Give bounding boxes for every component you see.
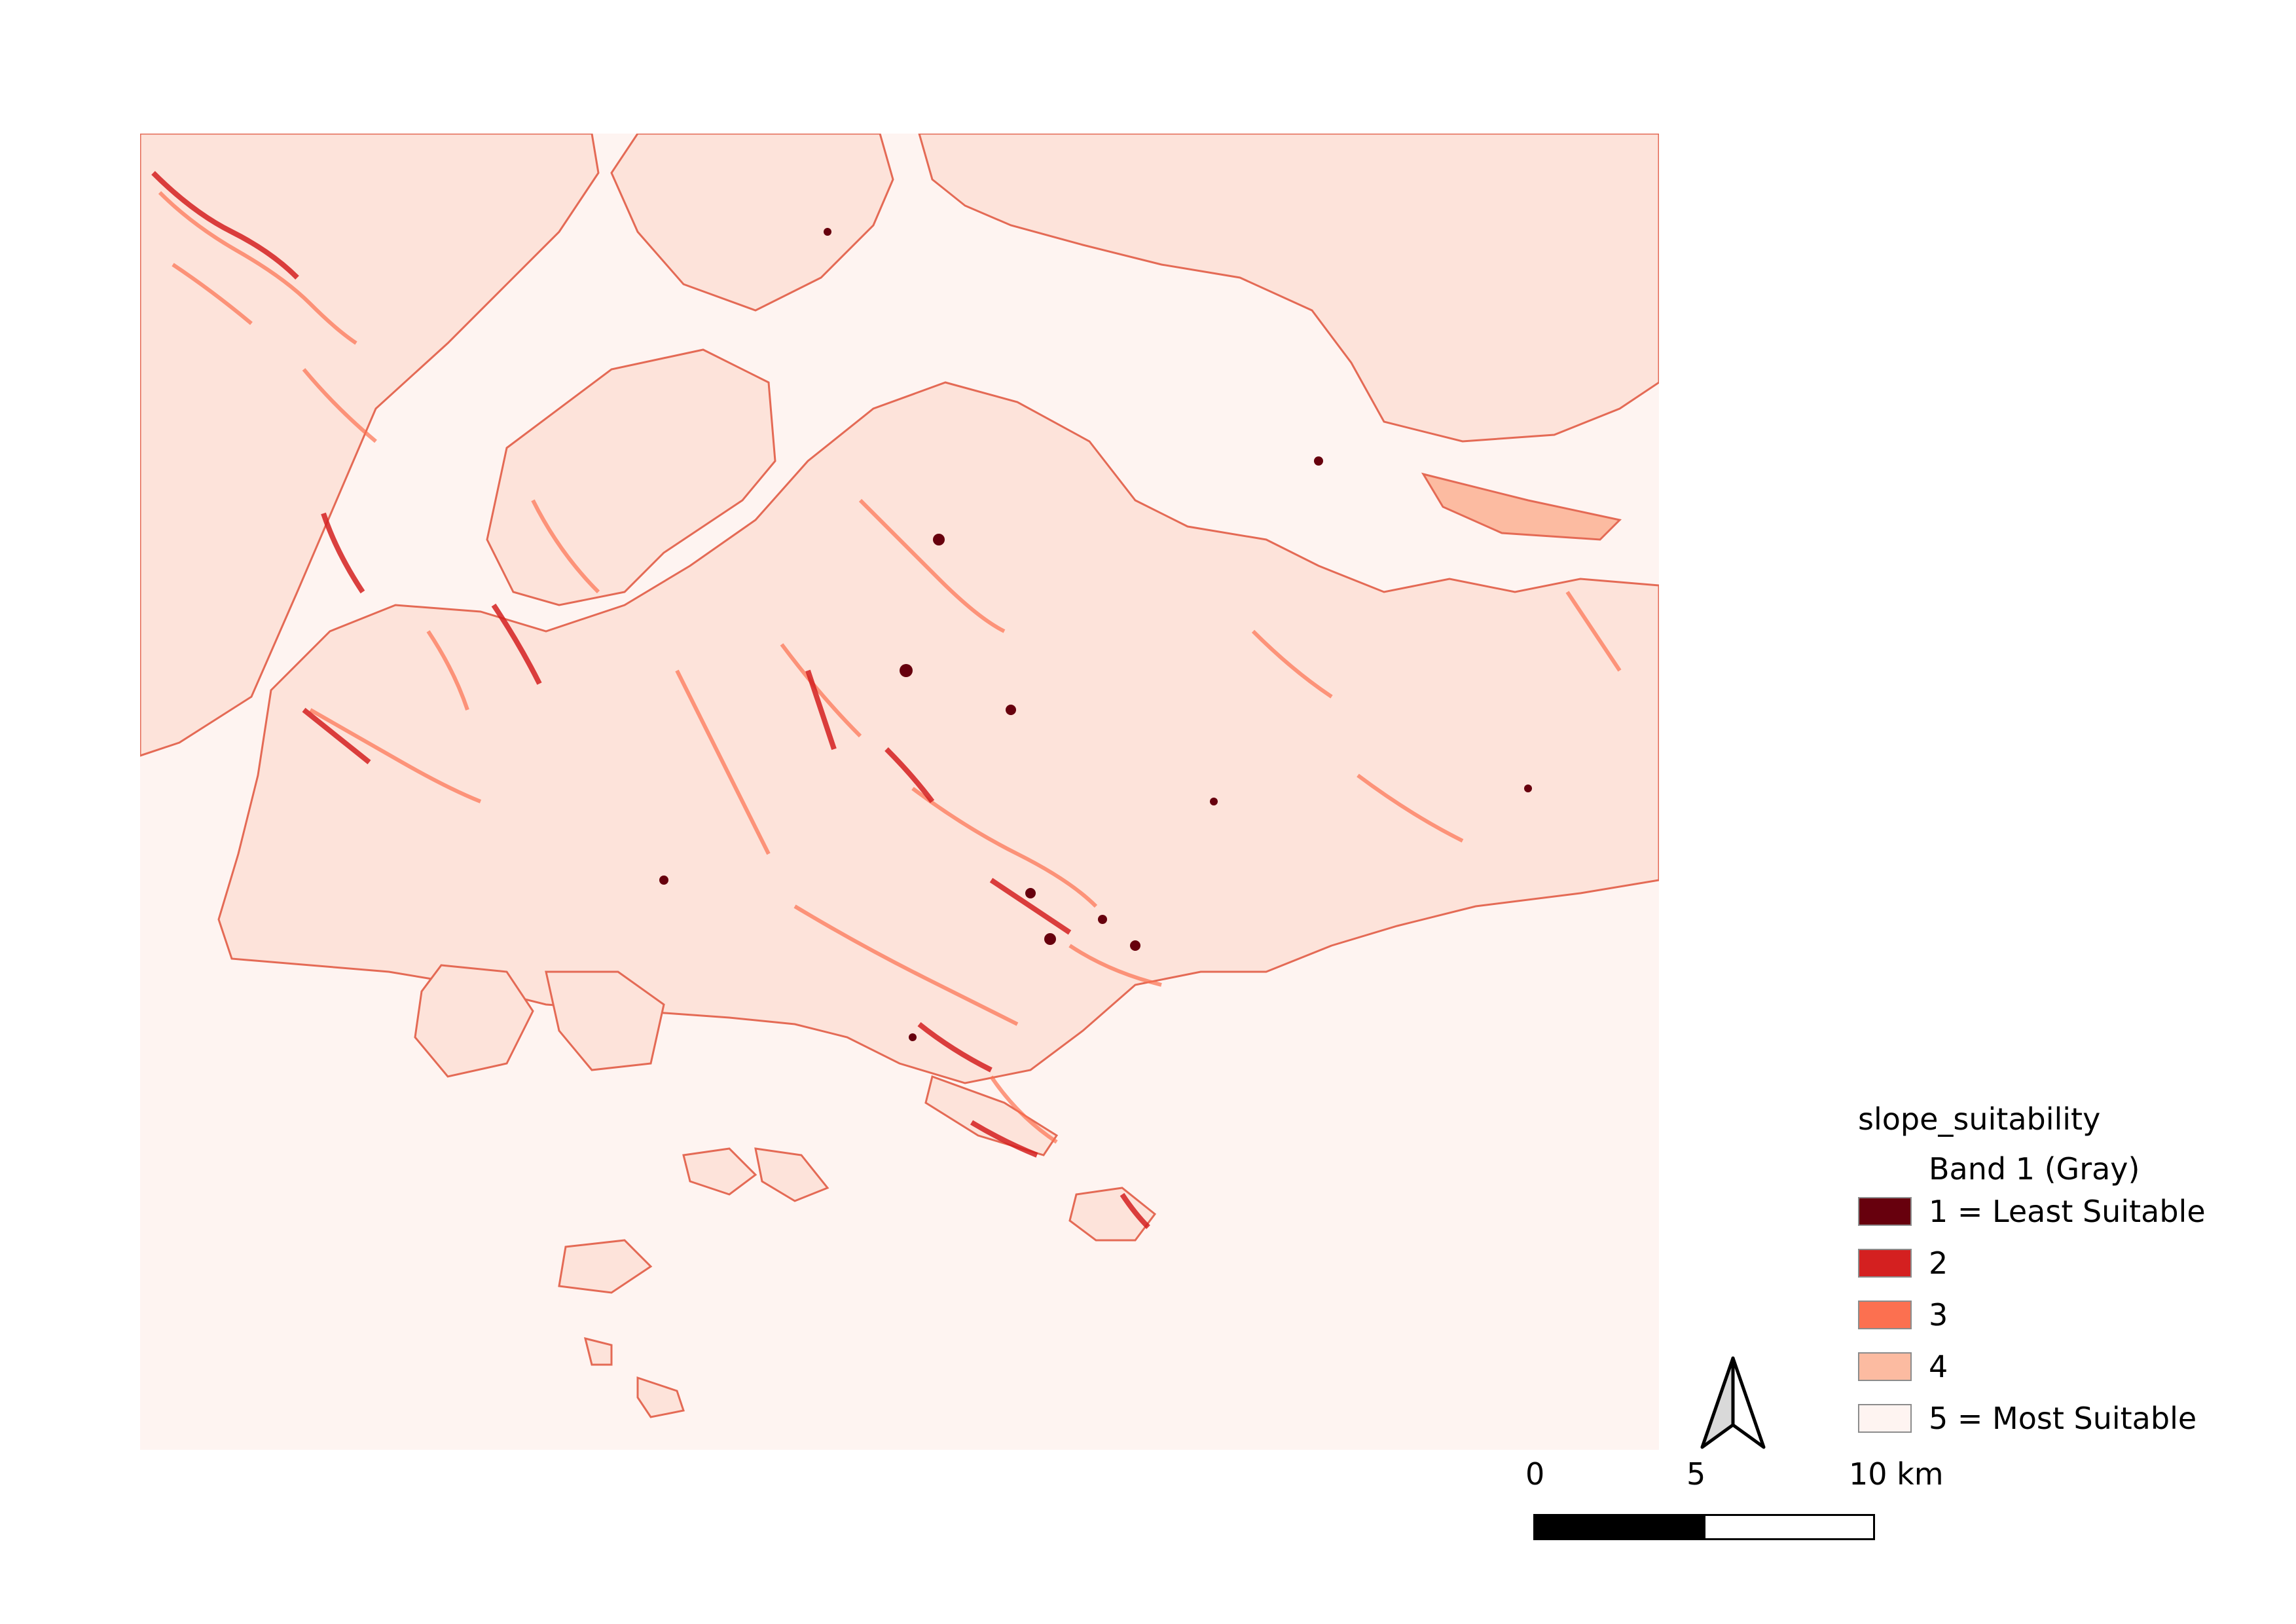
legend-item-label: 1 = Least Suitable	[1929, 1194, 2206, 1229]
land-ne-islet	[1421, 472, 1622, 541]
land-northeast	[918, 134, 1659, 443]
legend-item-label: 2	[1929, 1246, 1948, 1281]
map-canvas[interactable]	[140, 134, 1659, 1450]
land-islet-4	[682, 1147, 757, 1196]
land-north-coast	[610, 134, 894, 312]
scale-label-5: 5	[1686, 1456, 1706, 1492]
slope-class-1	[659, 228, 1532, 1041]
north-arrow-icon	[1697, 1354, 1769, 1452]
slope-raster-layer	[140, 134, 1659, 1418]
land-islet-3	[924, 1075, 1059, 1156]
scale-label-0: 0	[1525, 1456, 1545, 1492]
land-islet-1	[414, 964, 534, 1078]
legend-title: slope_suitability	[1858, 1101, 2101, 1137]
scale-bar-white-segment	[1704, 1514, 1875, 1540]
scale-bar-black-segment	[1533, 1514, 1705, 1540]
legend-swatch	[1858, 1301, 1912, 1329]
legend-item: 5 = Most Suitable	[1858, 1401, 2251, 1435]
slope-class-3-4	[158, 191, 1622, 1144]
legend-item-label: 4	[1929, 1349, 1948, 1384]
slope-class-2	[151, 171, 1150, 1229]
legend-swatch	[1858, 1249, 1912, 1278]
legend-item-label: 3	[1929, 1297, 1948, 1333]
legend-item: 1 = Least Suitable	[1858, 1194, 2251, 1228]
land-islet-9	[583, 1337, 613, 1366]
legend-swatch	[1858, 1197, 1912, 1226]
land-northwest	[140, 134, 600, 757]
map-legend: slope_suitability Band 1 (Gray) 1 = Leas…	[1858, 1101, 2264, 1442]
legend-swatch	[1858, 1352, 1912, 1381]
legend-swatch	[1858, 1404, 1912, 1433]
scale-label-10km: 10 km	[1849, 1456, 1944, 1492]
land-west-island	[486, 348, 776, 606]
legend-band-label: Band 1 (Gray)	[1929, 1151, 2140, 1187]
legend-item: 4	[1858, 1350, 2251, 1384]
legend-item: 2	[1858, 1246, 2251, 1280]
land-islet-7	[558, 1239, 653, 1294]
land-islet-6	[1068, 1187, 1157, 1242]
scale-bar: 0 5 10 km	[1525, 1456, 1944, 1548]
land-islet-5	[754, 1147, 829, 1202]
legend-item-label: 5 = Most Suitable	[1929, 1401, 2197, 1436]
land-islet-8	[636, 1376, 685, 1418]
legend-item: 3	[1858, 1298, 2251, 1332]
land-areas	[140, 134, 1659, 1418]
land-islet-2	[545, 970, 665, 1071]
